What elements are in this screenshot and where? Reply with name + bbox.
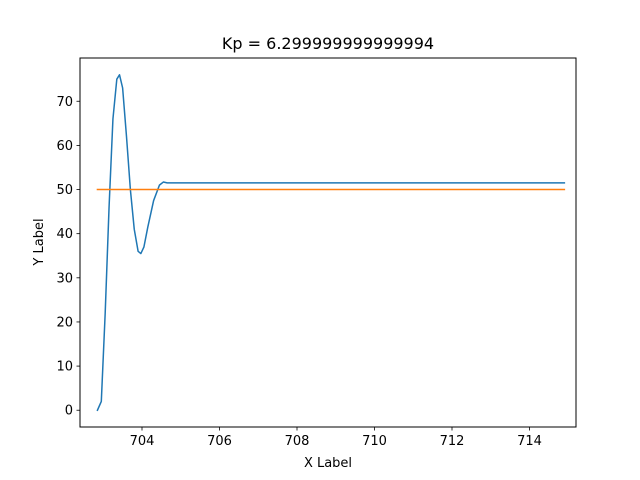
- x-axis: 704 706 708 710 712 714: [130, 427, 542, 449]
- x-tick-label: 714: [517, 434, 542, 449]
- y-tick-label: 10: [56, 360, 73, 375]
- y-tick-label: 60: [56, 139, 73, 154]
- x-tick-label: 706: [207, 434, 232, 449]
- y-tick-label: 50: [56, 183, 73, 198]
- y-axis-label: Y Label: [32, 218, 47, 266]
- series-line-1: [96, 74, 566, 412]
- plot-frame: [79, 57, 577, 428]
- y-tick-label: 20: [56, 315, 73, 330]
- x-tick-label: 708: [285, 434, 310, 449]
- plot-area: [96, 74, 566, 412]
- y-axis: 0 10 20 30 40 50 60 70: [56, 95, 80, 419]
- chart-title: Kp = 6.299999999999994: [222, 34, 434, 53]
- x-tick-label: 710: [362, 434, 387, 449]
- y-tick-label: 0: [65, 404, 73, 419]
- x-axis-label: X Label: [304, 456, 352, 471]
- y-tick-label: 30: [56, 271, 73, 286]
- x-tick-label: 704: [130, 434, 155, 449]
- y-tick-label: 70: [56, 95, 73, 110]
- x-tick-label: 712: [440, 434, 465, 449]
- y-tick-label: 40: [56, 227, 73, 242]
